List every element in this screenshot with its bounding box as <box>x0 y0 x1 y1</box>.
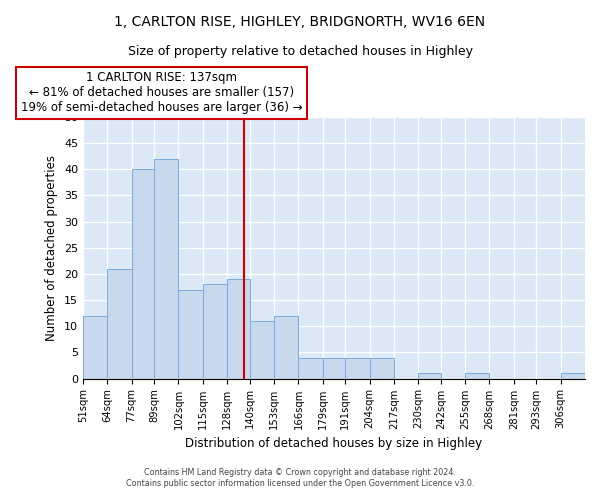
Bar <box>227 279 250 378</box>
Bar <box>203 284 227 378</box>
Bar <box>250 321 274 378</box>
Text: Size of property relative to detached houses in Highley: Size of property relative to detached ho… <box>128 45 473 58</box>
Bar <box>83 316 107 378</box>
Bar <box>560 374 585 378</box>
Bar <box>154 158 178 378</box>
Y-axis label: Number of detached properties: Number of detached properties <box>46 154 58 340</box>
Bar <box>274 316 298 378</box>
Bar <box>345 358 370 378</box>
Bar <box>178 290 203 378</box>
Text: Contains HM Land Registry data © Crown copyright and database right 2024.
Contai: Contains HM Land Registry data © Crown c… <box>126 468 474 487</box>
Bar <box>298 358 323 378</box>
Text: 1, CARLTON RISE, HIGHLEY, BRIDGNORTH, WV16 6EN: 1, CARLTON RISE, HIGHLEY, BRIDGNORTH, WV… <box>115 15 485 29</box>
Bar <box>131 169 154 378</box>
X-axis label: Distribution of detached houses by size in Highley: Distribution of detached houses by size … <box>185 437 482 450</box>
Bar <box>465 374 490 378</box>
Bar <box>370 358 394 378</box>
Bar <box>418 374 441 378</box>
Bar <box>323 358 345 378</box>
Bar <box>107 268 131 378</box>
Text: 1 CARLTON RISE: 137sqm
← 81% of detached houses are smaller (157)
19% of semi-de: 1 CARLTON RISE: 137sqm ← 81% of detached… <box>21 71 302 114</box>
